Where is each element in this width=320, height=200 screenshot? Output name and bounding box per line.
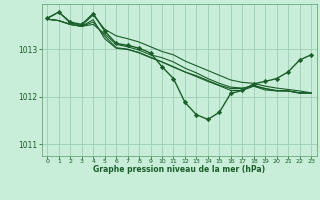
X-axis label: Graphe pression niveau de la mer (hPa): Graphe pression niveau de la mer (hPa) <box>93 165 265 174</box>
